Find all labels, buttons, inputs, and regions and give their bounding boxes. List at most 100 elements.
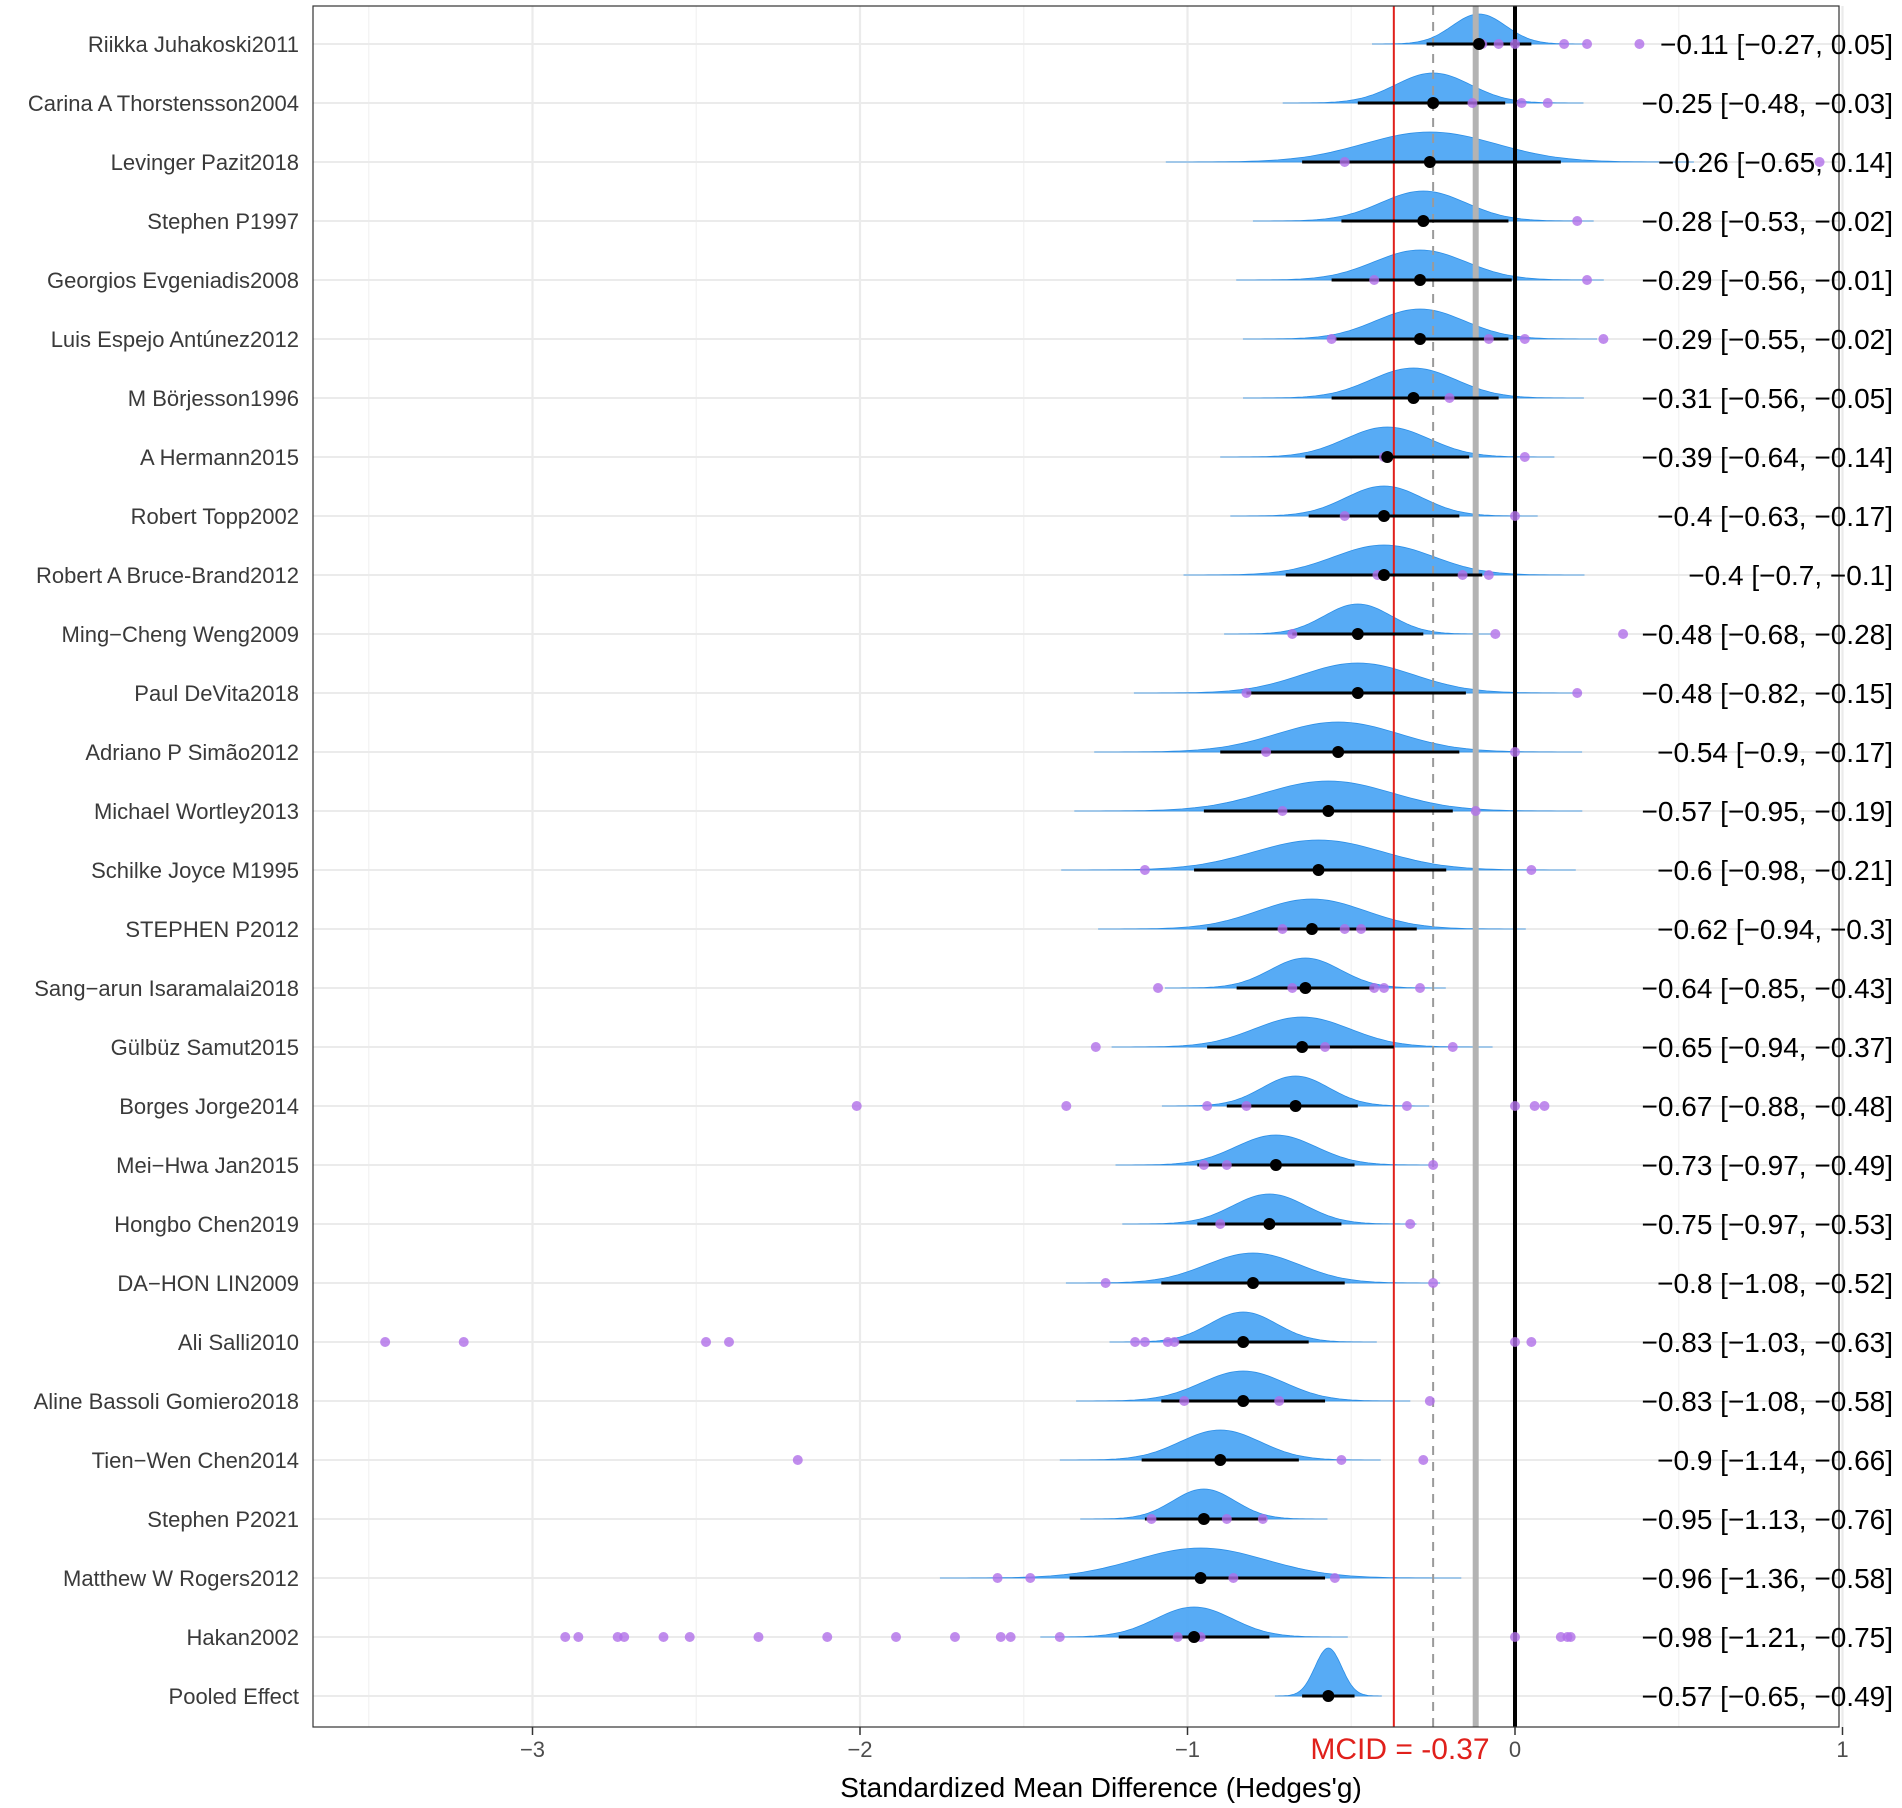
- density-ridge: [1183, 544, 1585, 576]
- study-label: A Hermann2015: [140, 445, 299, 470]
- observation-dot: [1287, 629, 1298, 639]
- observation-dot: [560, 1632, 571, 1642]
- estimate-label: −0.83 [−1.03, −0.63]: [1642, 1327, 1893, 1358]
- x-axis-title: Standardized Mean Difference (Hedges'g): [840, 1772, 1362, 1803]
- observation-dot: [1510, 1337, 1520, 1347]
- estimate-label: −0.6 [−0.98, −0.21]: [1657, 855, 1893, 886]
- point-estimate: [1197, 1513, 1210, 1525]
- study-label: Hongbo Chen2019: [114, 1212, 299, 1237]
- observation-dot: [684, 1632, 695, 1642]
- observation-dot: [1215, 1219, 1226, 1229]
- point-estimate: [1322, 1690, 1335, 1702]
- observation-dot: [1172, 1632, 1183, 1642]
- estimate-labels: −0.11 [−0.27, 0.05] −0.25 [−0.48, −0.03] −…: [1642, 29, 1893, 1712]
- point-estimate: [1296, 1041, 1309, 1053]
- estimate-label: −0.62 [−0.94, −0.3]: [1657, 914, 1893, 945]
- estimate-label: −0.95 [−1.13, −0.76]: [1642, 1504, 1893, 1535]
- observation-dot: [851, 1101, 862, 1111]
- study-label: Paul DeVita2018: [134, 681, 299, 706]
- study-label: Matthew W Rogers2012: [63, 1566, 299, 1591]
- study-label: Levinger Pazit2018: [111, 150, 299, 175]
- study-label: Michael Wortley2013: [94, 799, 299, 824]
- estimate-label: −0.75 [−0.97, −0.53]: [1642, 1209, 1893, 1240]
- point-estimate: [1194, 1572, 1207, 1584]
- density-ridge: [1224, 603, 1492, 635]
- estimate-label: −0.31 [−0.56, −0.05]: [1642, 383, 1893, 414]
- observation-dot: [1618, 629, 1629, 639]
- study-label: Gülbüz Samut2015: [111, 1035, 299, 1060]
- point-estimate: [1214, 1454, 1227, 1466]
- observation-dot: [1261, 747, 1272, 757]
- observation-dot: [1025, 1573, 1036, 1583]
- observation-dot: [1519, 452, 1530, 462]
- observation-dot: [1814, 157, 1825, 167]
- study-label: Schilke Joyce M1995: [91, 858, 299, 883]
- point-estimate: [1188, 1631, 1201, 1643]
- estimate-label: −0.96 [−1.36, −0.58]: [1642, 1563, 1893, 1594]
- observation-dot: [1598, 334, 1609, 344]
- plot-panel-border: [312, 5, 1840, 1728]
- observation-dot: [1139, 865, 1150, 875]
- point-estimate: [1247, 1277, 1259, 1289]
- estimate-label: −0.73 [−0.97, −0.49]: [1642, 1150, 1893, 1181]
- study-label: Riikka Juhakoski2011: [88, 32, 299, 57]
- point-estimate: [1414, 274, 1427, 286]
- point-estimate: [1237, 1395, 1250, 1407]
- point-estimate: [1299, 982, 1312, 994]
- observation-dot: [1516, 98, 1527, 108]
- observation-dot: [992, 1573, 1003, 1583]
- density-ridge: [1133, 662, 1582, 694]
- estimate-label: −0.8 [−1.08, −0.52]: [1657, 1268, 1893, 1299]
- observation-dot: [1483, 570, 1494, 580]
- dot-layer: [380, 39, 1825, 1642]
- study-label: STEPHEN P2012: [125, 917, 299, 942]
- observation-dot: [1405, 1219, 1416, 1229]
- estimate-label: −0.64 [−0.85, −0.43]: [1642, 973, 1893, 1004]
- density-ridge: [1220, 426, 1555, 458]
- density-ridge: [1372, 13, 1586, 45]
- study-label: Adriano P Simão2012: [85, 740, 299, 765]
- observation-dot: [1490, 629, 1501, 639]
- observation-dot: [1424, 1396, 1435, 1406]
- observation-dot: [995, 1632, 1006, 1642]
- observation-dot: [573, 1632, 584, 1642]
- estimate-label: −0.11 [−0.27, 0.05]: [1660, 29, 1893, 60]
- estimate-label: −0.98 [−1.21, −0.75]: [1642, 1622, 1893, 1653]
- observation-dot: [1169, 1337, 1180, 1347]
- density-ridge: [1122, 1193, 1417, 1225]
- study-label: Georgios Evgeniadis2008: [47, 268, 299, 293]
- estimate-label: −0.54 [−0.9, −0.17]: [1657, 737, 1893, 768]
- point-estimate: [1305, 923, 1318, 935]
- observation-dot: [1005, 1632, 1016, 1642]
- observation-dot: [1519, 334, 1530, 344]
- observation-dot: [1526, 1337, 1537, 1347]
- observation-dot: [1572, 216, 1583, 226]
- observation-dot: [1146, 1514, 1157, 1524]
- density-layer: [939, 13, 1694, 1697]
- observation-dot: [380, 1337, 391, 1347]
- point-estimate: [1472, 38, 1485, 50]
- point-estimate: [1423, 156, 1436, 168]
- observation-dot: [1467, 98, 1478, 108]
- observation-dot: [1202, 1101, 1213, 1111]
- observation-dot: [1401, 1101, 1412, 1111]
- observation-dot: [701, 1337, 712, 1347]
- study-label: Mei−Hwa Jan2015: [116, 1153, 299, 1178]
- study-label: Stephen P1997: [147, 209, 299, 234]
- observation-dot: [1221, 1160, 1232, 1170]
- mcid-label: MCID = -0.37: [1310, 1733, 1489, 1766]
- study-label: M Börjesson1996: [128, 386, 299, 411]
- observation-dot: [1510, 511, 1520, 521]
- estimate-label: −0.48 [−0.82, −0.15]: [1642, 678, 1893, 709]
- observation-dot: [1221, 1514, 1232, 1524]
- observation-dot: [1510, 39, 1520, 49]
- observation-dot: [458, 1337, 469, 1347]
- density-ridge: [1080, 1488, 1328, 1520]
- study-label: Tien−Wen Chen2014: [92, 1448, 299, 1473]
- observation-dot: [1054, 1632, 1065, 1642]
- observation-dot: [1257, 1514, 1268, 1524]
- density-ridge: [1109, 1311, 1377, 1343]
- x-tick-label: −1: [1175, 1737, 1200, 1762]
- observation-dot: [1428, 1278, 1439, 1288]
